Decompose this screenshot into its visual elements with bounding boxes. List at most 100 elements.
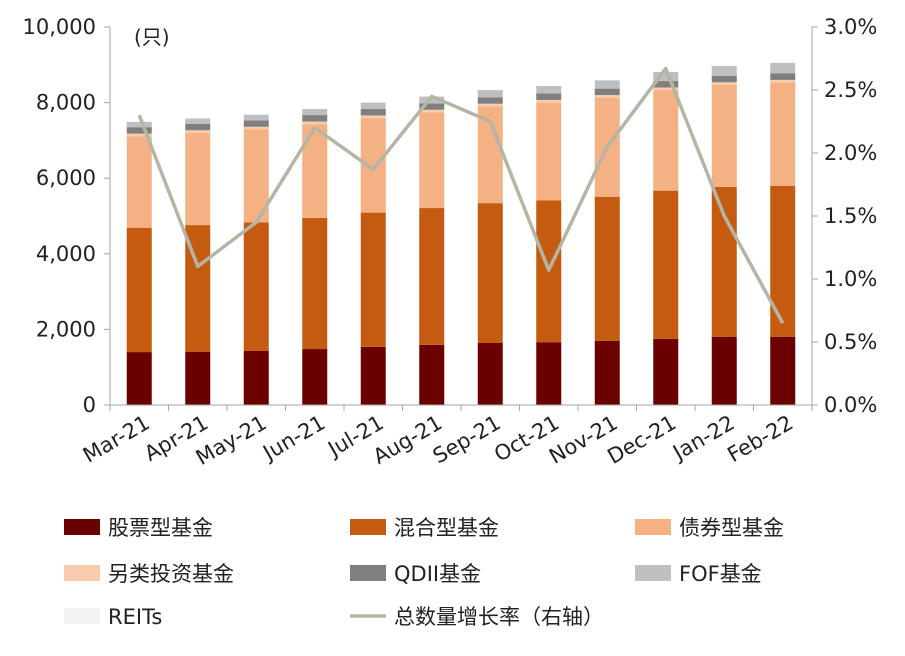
legend-swatch [635, 565, 671, 581]
bar-segment [244, 120, 269, 126]
y-tick-label: 4,000 [36, 242, 96, 266]
y-tick-label: 2,000 [36, 317, 96, 341]
y-tick-label: 6,000 [36, 166, 96, 190]
bar-segment [478, 343, 503, 405]
x-tick-label: Dec-21 [603, 411, 680, 469]
bar-segment [712, 85, 737, 187]
bar-segment [653, 191, 678, 339]
legend-swatch [350, 565, 386, 581]
y-tick-label: 10,000 [23, 15, 96, 39]
legend-label: 总数量增长率（右轴） [394, 605, 604, 629]
bar-segment [361, 347, 386, 405]
y-tick-label: 8,000 [36, 91, 96, 115]
x-tick-label: Feb-22 [723, 411, 797, 468]
bar-segment [536, 94, 561, 100]
bar-segment [419, 110, 444, 113]
bar-segment [536, 342, 561, 405]
bar-segment [712, 66, 737, 76]
bar-segment [712, 187, 737, 337]
y2-tick-label: 0.5% [824, 330, 877, 354]
y2-tick-label: 2.5% [824, 78, 877, 102]
bar-segment [185, 352, 210, 405]
bar-segment [653, 339, 678, 405]
legend-swatch [350, 519, 386, 535]
bar-segment [127, 352, 152, 405]
bar-segment [361, 109, 386, 115]
y2-tick-label: 1.5% [824, 204, 877, 228]
bar-segment [302, 115, 327, 121]
bar-segment [185, 130, 210, 133]
bar-segment [302, 218, 327, 349]
bar-segment [127, 136, 152, 227]
bar-segment [361, 115, 386, 118]
bar-segment [653, 90, 678, 191]
legend-label: 债券型基金 [679, 516, 784, 540]
bar-segment [302, 349, 327, 405]
x-tick-label: Sep-21 [429, 411, 505, 469]
bar-segment [302, 109, 327, 115]
growth-rate-line [139, 69, 783, 324]
bar-segment [185, 133, 210, 225]
bar-segment [595, 80, 620, 88]
y2-tick-label: 3.0% [824, 15, 877, 39]
bar-segment [185, 118, 210, 123]
legend-swatch [635, 519, 671, 535]
bar-segment [770, 186, 795, 337]
legend-swatch [64, 608, 100, 624]
growth-line-group [139, 69, 783, 324]
x-tick-label: Jan-22 [667, 411, 738, 466]
bar-segment [361, 103, 386, 109]
bar-segment [302, 122, 327, 125]
legend-label: 另类投资基金 [108, 562, 234, 586]
bar-segment [770, 80, 795, 83]
bar-segment [536, 100, 561, 103]
x-tick-label: Jun-21 [257, 411, 329, 466]
bar-segment [244, 222, 269, 351]
bar-segment [127, 228, 152, 352]
bar-segment [478, 104, 503, 107]
bar-segment [244, 351, 269, 405]
legend-swatch [64, 519, 100, 535]
legend-label: 混合型基金 [394, 516, 499, 540]
bar-segment [244, 115, 269, 121]
bar-segment [536, 103, 561, 201]
bar-segment [127, 122, 152, 127]
bar-segment [595, 95, 620, 98]
legend-label: 股票型基金 [108, 516, 213, 540]
legend-label: FOF基金 [679, 562, 762, 586]
y2-tick-label: 0.0% [824, 393, 877, 417]
y2-tick-label: 1.0% [824, 267, 877, 291]
bar-segment [244, 127, 269, 130]
bar-segment [770, 63, 795, 74]
bar-segment [770, 337, 795, 405]
y-tick-label: 0 [83, 393, 96, 417]
bar-segment [770, 73, 795, 79]
bar-segment [595, 89, 620, 95]
legend-swatch [64, 565, 100, 581]
bar-group [127, 62, 796, 405]
bar-segment [595, 341, 620, 405]
bar-segment [361, 213, 386, 347]
bar-segment [712, 76, 737, 82]
bar-segment [419, 345, 444, 405]
y2-tick-label: 2.0% [824, 141, 877, 165]
bar-segment [302, 124, 327, 218]
bar-segment [478, 203, 503, 343]
bar-segment [712, 337, 737, 405]
bar-segment [361, 118, 386, 212]
bar-segment [127, 127, 152, 133]
legend-label: REITs [108, 605, 162, 629]
y-axis-unit-label: (只) [134, 25, 170, 49]
bar-segment [712, 82, 737, 85]
bar-segment [595, 197, 620, 341]
bar-segment [770, 83, 795, 186]
bar-segment [478, 97, 503, 103]
legend-label: QDII基金 [394, 562, 481, 586]
bar-segment [419, 112, 444, 208]
bar-segment [536, 86, 561, 94]
bar-segment [419, 208, 444, 345]
x-tick-label: Mar-21 [79, 411, 154, 468]
